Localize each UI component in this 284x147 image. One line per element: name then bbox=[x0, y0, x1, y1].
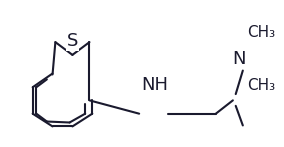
Text: NH: NH bbox=[141, 76, 168, 94]
Text: S: S bbox=[67, 32, 78, 50]
Text: CH₃: CH₃ bbox=[247, 78, 275, 93]
Text: CH₃: CH₃ bbox=[247, 25, 275, 40]
Text: N: N bbox=[232, 50, 245, 68]
